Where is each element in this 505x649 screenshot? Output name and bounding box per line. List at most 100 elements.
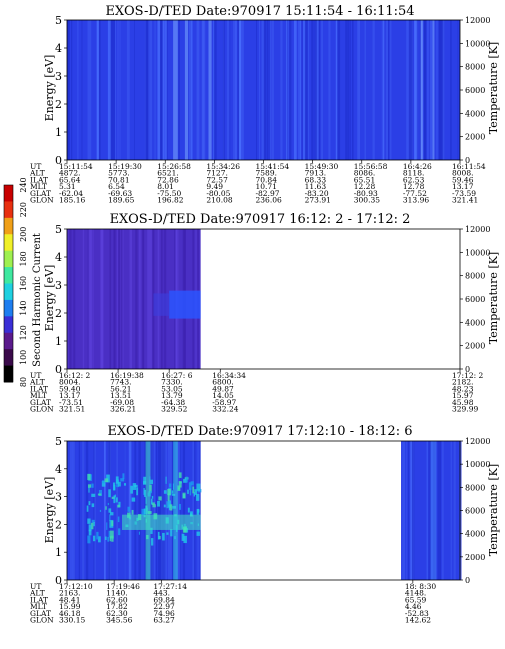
param-value: 4872. [59, 169, 80, 178]
spectrogram-cell [114, 494, 116, 498]
spectrogram-streak [321, 20, 323, 160]
y-tick-label: 1 [55, 126, 62, 139]
param-value: 210.08 [206, 196, 232, 205]
y2-tick-label: 10000 [465, 248, 490, 257]
spectrogram-cell [152, 504, 156, 508]
colorbar-swatch [4, 316, 13, 334]
param-value: 15:11:54 [59, 162, 93, 171]
param-value: 74.96 [153, 609, 175, 618]
param-value: -73.59 [452, 189, 476, 198]
bright-streak [430, 441, 437, 580]
panel-2: EXOS-D/TED Date:970917 16:12: 2 - 17:12:… [29, 212, 500, 414]
spectrogram-cell [91, 503, 95, 508]
spectrogram-cell [113, 484, 116, 491]
param-value: 65.51 [354, 175, 375, 184]
param-value: 48.41 [59, 595, 80, 604]
spectrogram-streak [272, 20, 274, 160]
param-value: 15:41:54 [256, 162, 290, 171]
param-value: 62.30 [106, 609, 128, 618]
y-tick-label: 1 [55, 546, 62, 559]
spectrogram-cell [96, 531, 99, 540]
spectrogram-cell [196, 493, 200, 501]
param-value: 321.51 [59, 405, 85, 414]
colorbar-swatch [4, 250, 13, 268]
spectrogram-streak [157, 441, 160, 580]
spectrogram-cell [182, 492, 186, 499]
y2-tick-label: 4000 [465, 530, 485, 539]
param-value: 63.27 [153, 616, 175, 625]
param-value: 17:27:14 [153, 582, 187, 591]
param-value: 4148. [405, 589, 426, 598]
spectrogram-streak [372, 20, 375, 160]
param-value: 53.05 [161, 384, 183, 393]
y2-tick-label: 8000 [465, 272, 485, 281]
spectrogram-streak [109, 229, 112, 369]
spectrogram-streak [82, 441, 85, 580]
spectrogram-cell [178, 472, 182, 478]
spectrogram-cell [88, 486, 90, 493]
spectrogram-streak [165, 20, 167, 160]
spectrogram-streak [308, 20, 310, 160]
spectrogram-cell [88, 501, 91, 506]
param-value: 15:26:58 [157, 162, 191, 171]
spectrogram-streak [112, 20, 115, 160]
param-value: 45.98 [452, 398, 474, 407]
spectrogram-cell [105, 506, 107, 510]
y-tick-label: 3 [55, 70, 62, 83]
param-row-label: GLAT [30, 189, 51, 198]
spectrogram-cell [86, 505, 89, 512]
spectrogram-streak [103, 441, 106, 580]
colorbar-swatch [4, 267, 13, 284]
param-value: 13.17 [452, 182, 474, 191]
param-value: 16:4:26 [403, 162, 432, 171]
spectrogram-cell [185, 476, 188, 483]
param-value: 330.15 [59, 616, 85, 625]
spectrogram-cell [104, 478, 109, 483]
spectrogram-streak [345, 20, 348, 160]
y2-tick-label: 0 [465, 156, 470, 165]
param-value: 345.56 [106, 616, 132, 625]
spectrogram-cell [189, 488, 192, 496]
spectrogram-cell [157, 531, 160, 540]
spectrogram-streak [413, 441, 415, 580]
spectrogram-streak [311, 20, 314, 160]
spectrogram-streak [450, 20, 452, 160]
spectrogram-cell [111, 496, 115, 499]
spectrogram-cell [91, 493, 96, 497]
spectrogram-streak [147, 229, 150, 369]
spectrogram-streak [72, 441, 76, 580]
param-value: 15:19:30 [108, 162, 142, 171]
spectrogram-cell [97, 493, 102, 496]
spectrogram-streak [352, 20, 354, 160]
spectrogram-streak [453, 441, 456, 580]
colorbar-tick-label: 200 [19, 227, 28, 242]
param-value: 11.63 [305, 182, 327, 191]
bright-streak [173, 20, 178, 160]
param-row-label: ILAT [30, 175, 48, 184]
bright-streak [145, 441, 151, 580]
panel-1-ylabel: Energy [eV] [43, 55, 56, 122]
spectrogram-streak [266, 20, 269, 160]
spectrogram-streak [406, 441, 407, 580]
param-value: 8086. [354, 169, 375, 178]
y-tick-label: 2 [55, 307, 62, 320]
y-tick-label: 3 [55, 279, 62, 292]
spectrogram-cell [166, 532, 169, 535]
param-value: 8118. [403, 169, 424, 178]
spectrogram-cell [168, 504, 170, 510]
spectrogram-streak [68, 229, 72, 369]
spectrogram-cell [131, 497, 136, 502]
param-value: 56.21 [110, 384, 131, 393]
spectrogram-streak [71, 20, 73, 160]
spectrogram-cell [108, 508, 112, 513]
spectrogram-streak [213, 20, 217, 160]
spectrogram-streak [194, 441, 196, 580]
spectrogram-streak [114, 229, 116, 369]
spectrogram-cell [149, 484, 152, 493]
spectrogram-cell [91, 519, 95, 523]
spectrogram-streak [118, 229, 121, 369]
spectrogram-cell [192, 486, 195, 494]
spectrogram-streak [144, 20, 146, 160]
param-value: 59.40 [59, 384, 81, 393]
